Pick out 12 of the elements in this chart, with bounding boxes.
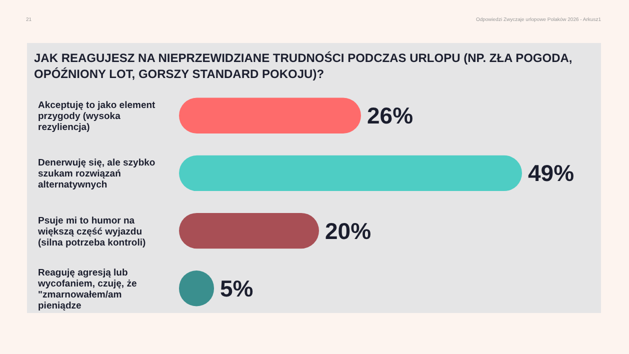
y-tick-label: Denerwuję się, ale szybko szukam rozwiązań alternatywnych [38, 158, 156, 191]
data-label: 20% [325, 218, 372, 244]
chart-title: JAK REAGUJESZ NA NIEPRZEWIDZIANE TRUDNOŚCI PODCZAS URLOPU (NP. ZŁA POGODA, OPÓŹNIONY LOT, GORSZY STANDARD POKOJU)? [34, 51, 572, 81]
bar [179, 98, 361, 134]
bar [179, 155, 522, 192]
bar [179, 212, 319, 249]
data-label: 26% [367, 102, 414, 129]
data-label: 5% [220, 275, 254, 302]
y-tick-label: Psuje mi to humor na większą część wyjazdu (silna potrzeba kontroli) [37, 215, 146, 248]
y-tick-label: Akceptuję to jako element przygody (wysoka rezyliencja) [38, 100, 156, 134]
data-label: 49% [528, 160, 574, 186]
y-tick-label: Reaguję agresją lub wycofaniem, czuję, że "zmarnowałem/am pieniądze [37, 267, 137, 312]
